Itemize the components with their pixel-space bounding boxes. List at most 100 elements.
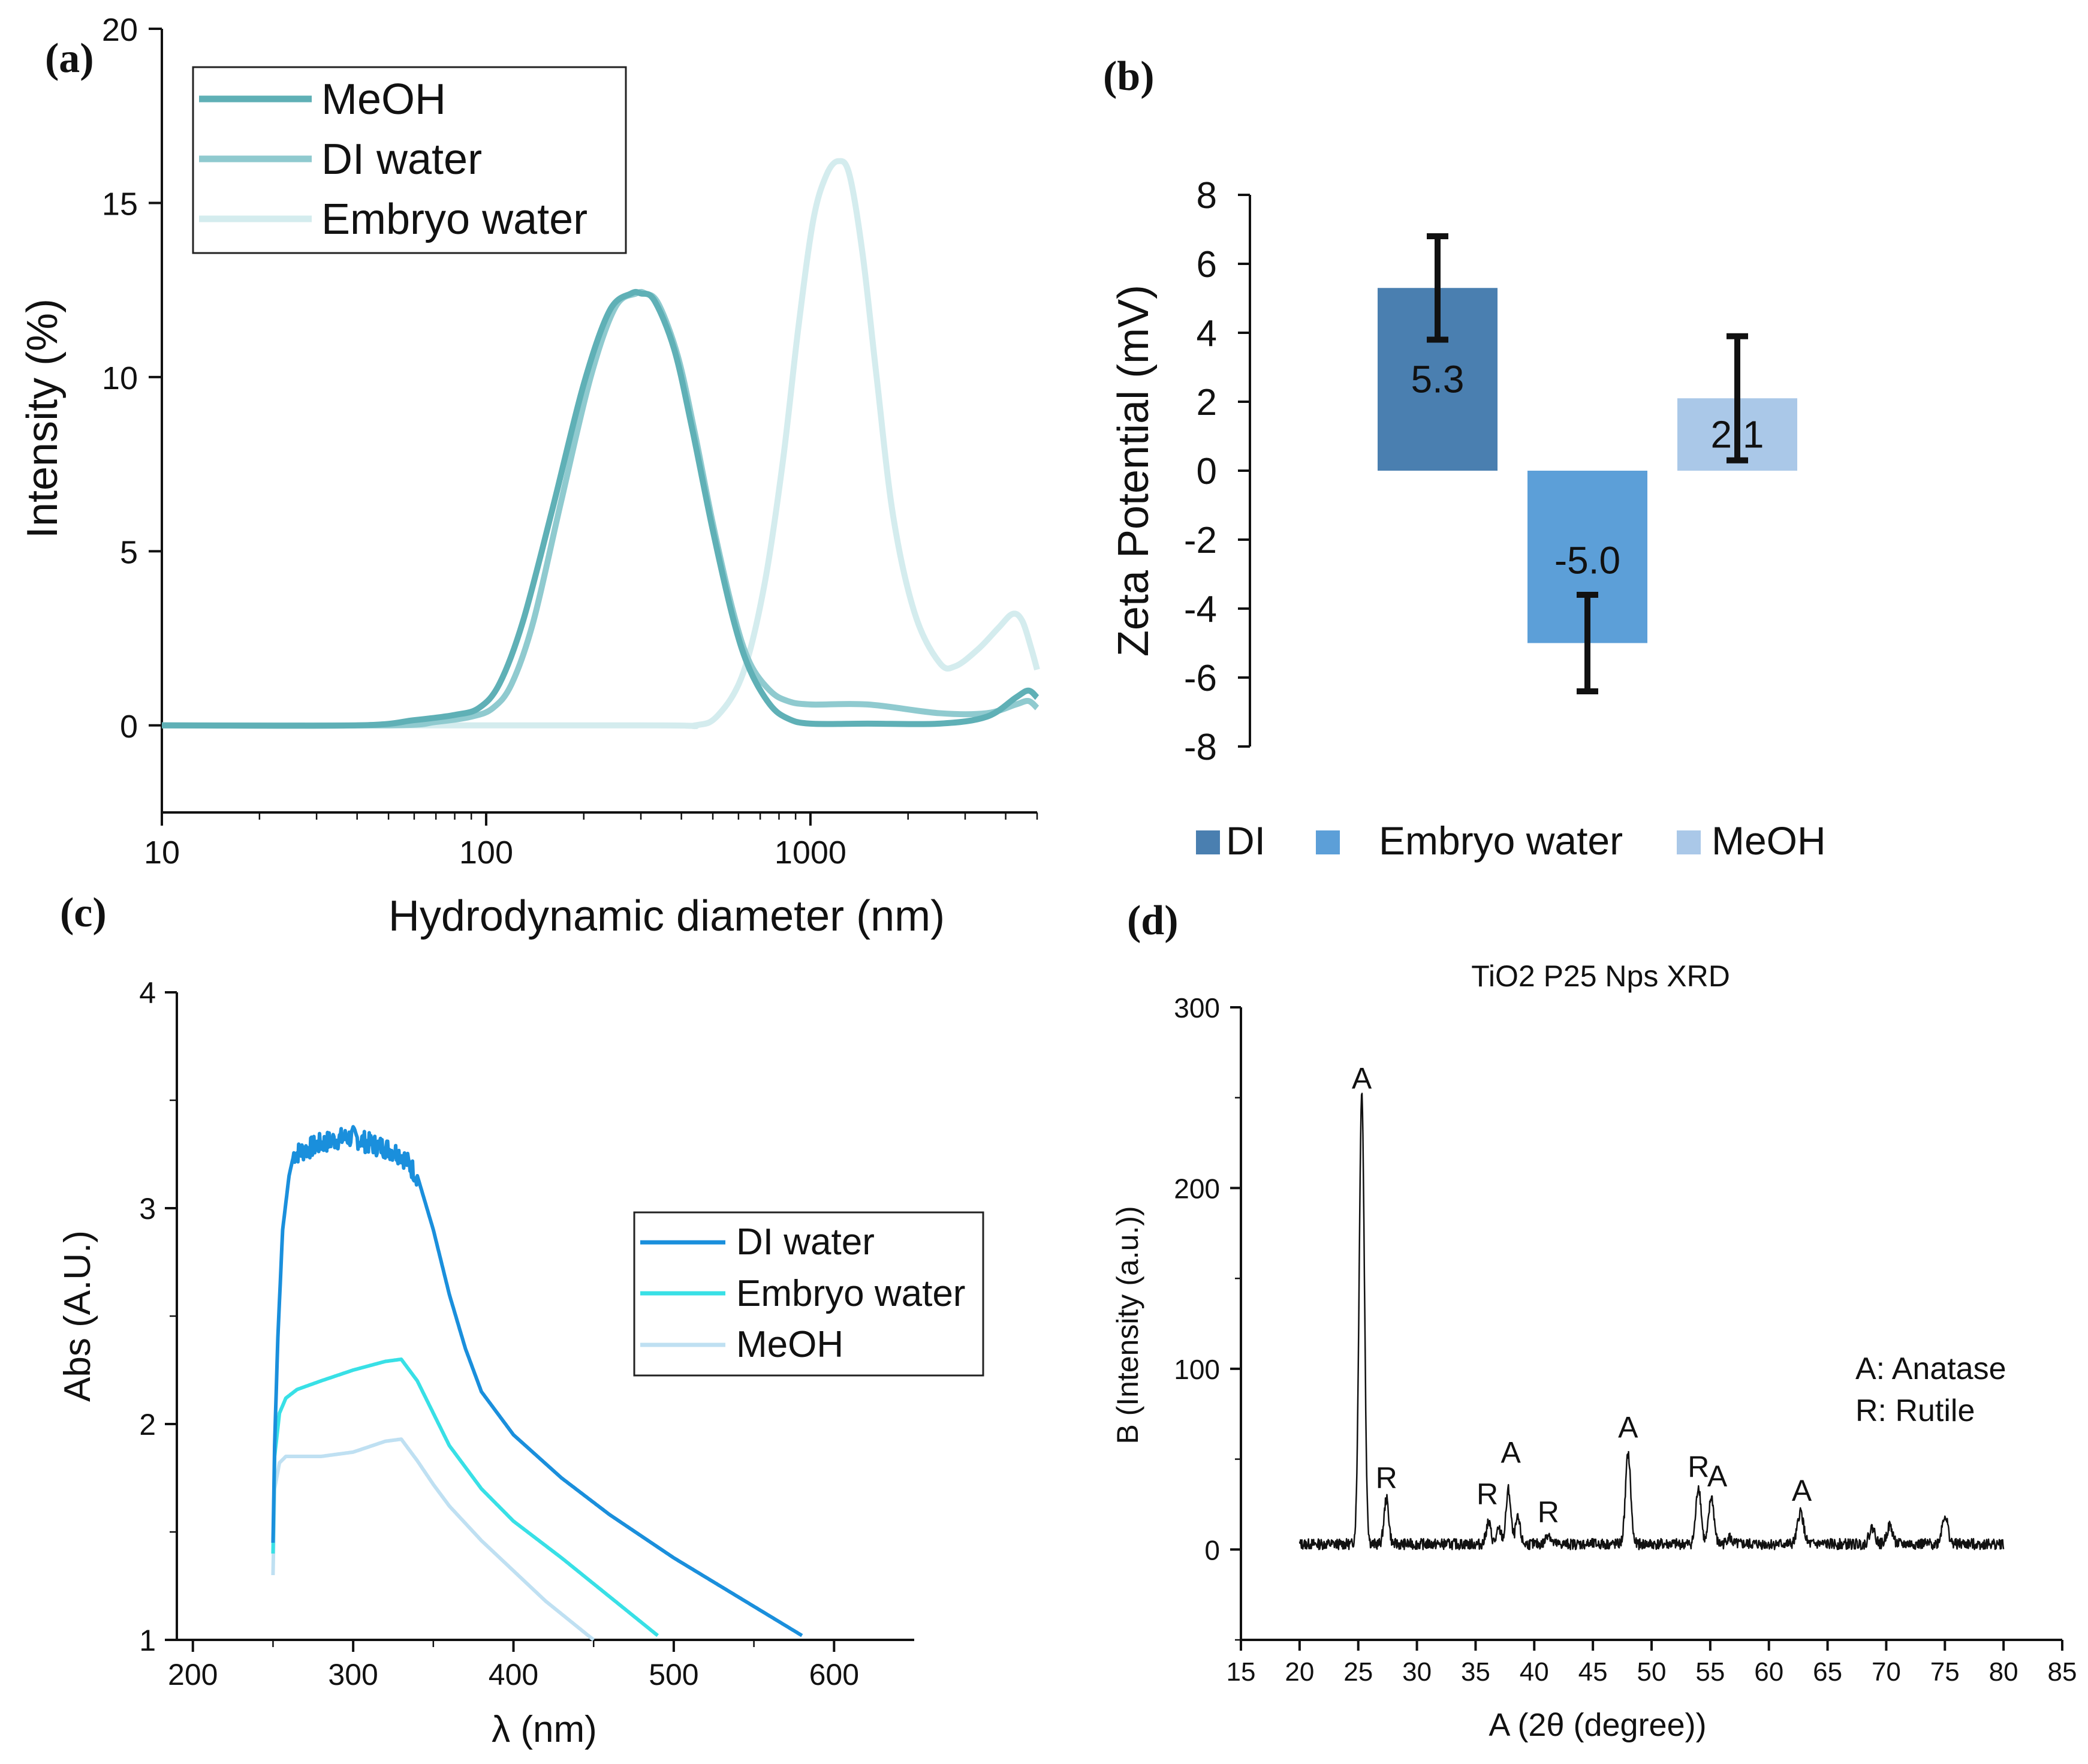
d-x-tick-label: 35 <box>1461 1657 1490 1687</box>
a-legend-label-meoh: MeOH <box>321 76 446 124</box>
b-legend: DI Embryo water MeOH <box>1196 818 1826 863</box>
d-peak-label: A <box>1792 1474 1812 1507</box>
c-legend-label-embryo-water: Embryo water <box>736 1273 965 1314</box>
a-legend: MeOH DI water Embryo water <box>192 66 627 254</box>
b-bar-value-label: -5.0 <box>1554 539 1620 582</box>
a-y-ticks: 0 5 10 15 20 <box>102 12 162 745</box>
d-phase-legend-rutile: R: Rutile <box>1855 1393 1975 1428</box>
b-legend-label-embryo-water: Embryo water <box>1379 818 1623 863</box>
d-phase-legend-anatase: A: Anatase <box>1855 1351 2006 1386</box>
d-peak-label: R <box>1688 1450 1709 1484</box>
a-x-tick-label: 10 <box>144 835 180 871</box>
c-y-tick-label: 1 <box>139 1624 156 1657</box>
b-legend-swatch-meoh <box>1677 830 1701 854</box>
d-x-tick-label: 30 <box>1402 1657 1432 1687</box>
d-x-tick-label: 70 <box>1872 1657 1901 1687</box>
panel-c: (c) 1 2 3 4 200 300 400 500 600 Abs (A.U.) λ (n… <box>57 890 984 1750</box>
a-x-tick-label: 1000 <box>775 835 846 871</box>
a-y-tick-label: 10 <box>102 360 138 396</box>
panel-label-b: (b) <box>1103 53 1155 100</box>
c-y-tick-label: 2 <box>139 1408 156 1441</box>
c-x-tick-label: 500 <box>649 1658 698 1691</box>
c-x-axis-label: λ (nm) <box>492 1709 597 1750</box>
d-y-ticks: 0 100 200 300 <box>1174 992 1241 1641</box>
d-peak-label: A <box>1618 1410 1638 1444</box>
d-xrd-pattern-line <box>1298 1092 2005 1551</box>
c-legend-label-meoh: MeOH <box>736 1324 843 1365</box>
c-x-ticks: 200 300 400 500 600 <box>168 1640 859 1691</box>
c-series-line-di-water <box>271 1125 803 1637</box>
a-legend-label-embryo-water: Embryo water <box>321 195 587 243</box>
c-legend: DI water Embryo water MeOH <box>633 1211 984 1377</box>
panel-label-a: (a) <box>45 35 94 82</box>
b-bar-value-label: 5.3 <box>1411 358 1465 401</box>
b-y-tick-label: -8 <box>1184 727 1217 768</box>
b-y-tick-label: -4 <box>1184 589 1217 630</box>
d-peak-label: A <box>1707 1459 1728 1493</box>
panel-a: (a) 0 5 10 15 20 10 100 1000 Intensity (%) Hyd… <box>19 12 1040 940</box>
d-y-tick-label: 200 <box>1174 1173 1220 1204</box>
c-legend-label-di-water: DI water <box>736 1221 875 1263</box>
a-x-axis-label: Hydrodynamic diameter (nm) <box>388 892 945 940</box>
d-y-tick-label: 0 <box>1204 1534 1220 1566</box>
d-x-tick-label: 45 <box>1578 1657 1608 1687</box>
d-x-axis-label: A (2θ (degree)) <box>1489 1707 1706 1743</box>
b-y-tick-label: -2 <box>1184 520 1217 561</box>
b-bars: 5.3 -5.0 2.1 <box>1378 233 1797 694</box>
b-legend-label-meoh: MeOH <box>1712 818 1826 863</box>
a-y-tick-label: 15 <box>102 186 138 222</box>
a-x-tick-label: 100 <box>459 835 513 871</box>
d-y-tick-label: 100 <box>1174 1354 1220 1385</box>
a-y-tick-label: 0 <box>120 709 138 745</box>
c-x-tick-label: 400 <box>489 1658 538 1691</box>
b-legend-swatch-embryo-water <box>1316 830 1340 854</box>
c-series-line-embryo-water <box>271 1357 659 1637</box>
a-series-line-meoh <box>161 288 1040 729</box>
d-x-tick-label: 80 <box>1989 1657 2018 1687</box>
c-series <box>271 1125 803 1642</box>
d-x-tick-label: 85 <box>2048 1657 2077 1687</box>
a-y-tick-label: 5 <box>120 534 138 570</box>
panel-label-c: (c) <box>60 890 107 936</box>
a-series-line-di-water <box>161 288 1040 729</box>
d-x-tick-label: 75 <box>1930 1657 1960 1687</box>
d-y-axis-label: B (Intensity (a.u.)) <box>1111 1206 1144 1444</box>
d-peak-label: R <box>1477 1477 1498 1511</box>
d-x-tick-label: 20 <box>1285 1657 1314 1687</box>
d-x-tick-label: 40 <box>1520 1657 1549 1687</box>
c-y-tick-label: 3 <box>139 1192 156 1226</box>
c-x-tick-label: 300 <box>328 1658 378 1691</box>
b-y-tick-label: 2 <box>1197 382 1217 423</box>
d-peak-label: R <box>1376 1461 1397 1495</box>
d-x-tick-label: 55 <box>1695 1657 1725 1687</box>
a-y-axis-label: Intensity (%) <box>19 299 67 538</box>
d-chart-title: TiO2 P25 Nps XRD <box>1471 959 1730 993</box>
b-y-axis-label: Zeta Potential (mV) <box>1110 285 1158 657</box>
b-y-tick-label: -6 <box>1184 658 1217 699</box>
b-legend-swatch-di <box>1196 830 1220 854</box>
c-x-tick-label: 600 <box>809 1658 859 1691</box>
b-y-tick-label: 8 <box>1197 175 1217 216</box>
d-x-tick-label: 50 <box>1637 1657 1667 1687</box>
b-y-ticks: 8 6 4 2 0 -2 -4 -6 -8 <box>1184 175 1250 768</box>
d-peak-label: A <box>1501 1436 1521 1470</box>
d-y-tick-label: 300 <box>1174 992 1220 1024</box>
d-x-tick-label: 65 <box>1813 1657 1842 1687</box>
b-bar-value-label: 2.1 <box>1711 413 1764 456</box>
a-x-ticks: 10 100 1000 <box>144 812 1038 871</box>
a-series <box>161 158 1040 730</box>
a-series-line-embryo-water <box>162 158 1040 730</box>
a-legend-label-di-water: DI water <box>321 136 482 183</box>
c-x-tick-label: 200 <box>168 1658 218 1691</box>
panel-d: (d) TiO2 P25 Nps XRD 0 100 200 300 15 20 25 30… <box>1111 898 2077 1743</box>
c-series-line-meoh <box>271 1437 595 1642</box>
b-y-tick-label: 4 <box>1197 313 1217 354</box>
d-x-ticks: 15 20 25 30 35 40 45 50 55 60 65 70 75 80 85 <box>1227 1640 2077 1687</box>
panel-label-d: (d) <box>1127 898 1179 944</box>
d-x-tick-label: 60 <box>1754 1657 1783 1687</box>
b-y-tick-label: 0 <box>1197 451 1217 492</box>
b-legend-label-di: DI <box>1226 818 1266 863</box>
c-y-axis-label: Abs (A.U.) <box>57 1230 98 1402</box>
